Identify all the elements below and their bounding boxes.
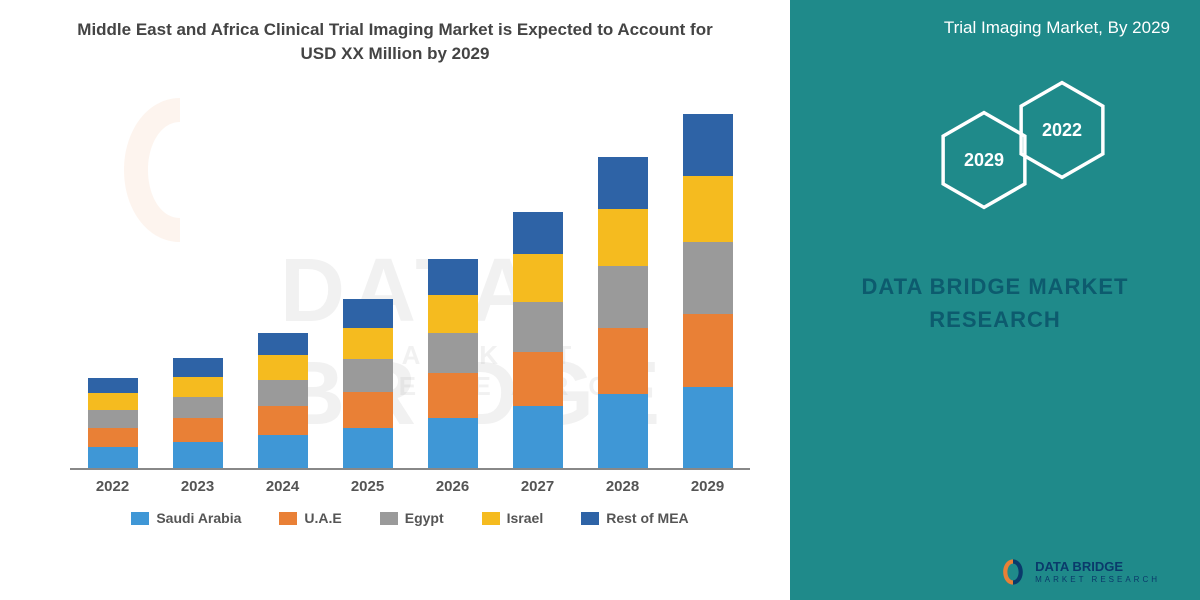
hex-graphic: 2029 2022 <box>940 80 1140 230</box>
seg-egypt <box>258 380 308 406</box>
hex-label-b: 2022 <box>1042 120 1082 141</box>
x-label: 2029 <box>683 478 733 495</box>
seg-u.a.e <box>343 392 393 428</box>
seg-rest-of-mea <box>428 259 478 295</box>
chart-plot-area <box>70 90 750 470</box>
x-label: 2022 <box>88 478 138 495</box>
bars-container <box>70 90 750 468</box>
legend-swatch <box>279 512 297 525</box>
bar-2026 <box>428 259 478 468</box>
x-label: 2028 <box>598 478 648 495</box>
seg-egypt <box>173 397 223 418</box>
seg-israel <box>343 328 393 359</box>
legend-swatch <box>131 512 149 525</box>
legend-item: Rest of MEA <box>581 510 688 526</box>
legend-label: Saudi Arabia <box>156 510 241 526</box>
seg-rest-of-mea <box>88 378 138 393</box>
chart-panel: Middle East and Africa Clinical Trial Im… <box>0 0 790 600</box>
seg-u.a.e <box>513 352 563 407</box>
seg-saudi-arabia <box>428 418 478 468</box>
footer-logo-line2: MARKET RESEARCH <box>1035 575 1160 584</box>
footer-logo-icon <box>999 558 1027 586</box>
bar-2025 <box>343 299 393 468</box>
footer-logo-line1: DATA BRIDGE <box>1035 560 1160 574</box>
brand-line2: RESEARCH <box>790 303 1200 336</box>
seg-u.a.e <box>258 406 308 435</box>
seg-israel <box>428 295 478 333</box>
legend-item: Israel <box>482 510 544 526</box>
seg-rest-of-mea <box>343 299 393 328</box>
bar-2024 <box>258 333 308 468</box>
seg-saudi-arabia <box>173 442 223 468</box>
x-label: 2023 <box>173 478 223 495</box>
legend-swatch <box>482 512 500 525</box>
legend-item: Egypt <box>380 510 444 526</box>
seg-egypt <box>513 302 563 352</box>
seg-saudi-arabia <box>258 435 308 468</box>
legend-item: U.A.E <box>279 510 341 526</box>
seg-rest-of-mea <box>683 114 733 176</box>
x-label: 2026 <box>428 478 478 495</box>
seg-u.a.e <box>88 428 138 447</box>
seg-rest-of-mea <box>258 333 308 356</box>
legend-label: Rest of MEA <box>606 510 688 526</box>
seg-saudi-arabia <box>513 406 563 468</box>
seg-saudi-arabia <box>598 394 648 468</box>
seg-israel <box>258 355 308 380</box>
bar-2029 <box>683 114 733 468</box>
seg-saudi-arabia <box>343 428 393 468</box>
legend-label: U.A.E <box>304 510 341 526</box>
x-label: 2025 <box>343 478 393 495</box>
seg-u.a.e <box>173 418 223 442</box>
x-label: 2024 <box>258 478 308 495</box>
bar-2023 <box>173 358 223 468</box>
seg-israel <box>513 254 563 302</box>
seg-egypt <box>598 266 648 328</box>
legend-label: Israel <box>507 510 544 526</box>
legend-label: Egypt <box>405 510 444 526</box>
x-axis-labels: 2022 2023 2024 2025 2026 2027 2028 2029 <box>70 478 750 495</box>
hex-2029: 2029 <box>940 110 1028 210</box>
brand-line1: DATA BRIDGE MARKET <box>790 270 1200 303</box>
chart-legend: Saudi Arabia U.A.E Egypt Israel Rest of MEA <box>70 510 750 526</box>
seg-israel <box>683 176 733 243</box>
hex-label-a: 2029 <box>964 150 1004 171</box>
seg-israel <box>598 209 648 266</box>
seg-egypt <box>428 333 478 373</box>
info-panel-title: Trial Imaging Market, By 2029 <box>944 18 1170 38</box>
legend-item: Saudi Arabia <box>131 510 241 526</box>
seg-saudi-arabia <box>88 447 138 468</box>
bar-2022 <box>88 378 138 468</box>
hex-2022: 2022 <box>1018 80 1106 180</box>
seg-egypt <box>343 359 393 392</box>
seg-u.a.e <box>598 328 648 395</box>
bar-2027 <box>513 212 563 469</box>
seg-israel <box>173 377 223 397</box>
seg-saudi-arabia <box>683 387 733 468</box>
seg-rest-of-mea <box>598 157 648 209</box>
seg-u.a.e <box>428 373 478 418</box>
info-panel: Trial Imaging Market, By 2029 2029 2022 … <box>790 0 1200 600</box>
footer-logo: DATA BRIDGE MARKET RESEARCH <box>999 558 1160 586</box>
brand-text: DATA BRIDGE MARKET RESEARCH <box>790 270 1200 336</box>
chart-title: Middle East and Africa Clinical Trial Im… <box>0 0 790 76</box>
seg-egypt <box>683 242 733 313</box>
seg-rest-of-mea <box>173 358 223 377</box>
seg-u.a.e <box>683 314 733 388</box>
seg-rest-of-mea <box>513 212 563 255</box>
x-label: 2027 <box>513 478 563 495</box>
seg-israel <box>88 393 138 410</box>
bar-2028 <box>598 157 648 468</box>
seg-egypt <box>88 410 138 428</box>
legend-swatch <box>380 512 398 525</box>
legend-swatch <box>581 512 599 525</box>
